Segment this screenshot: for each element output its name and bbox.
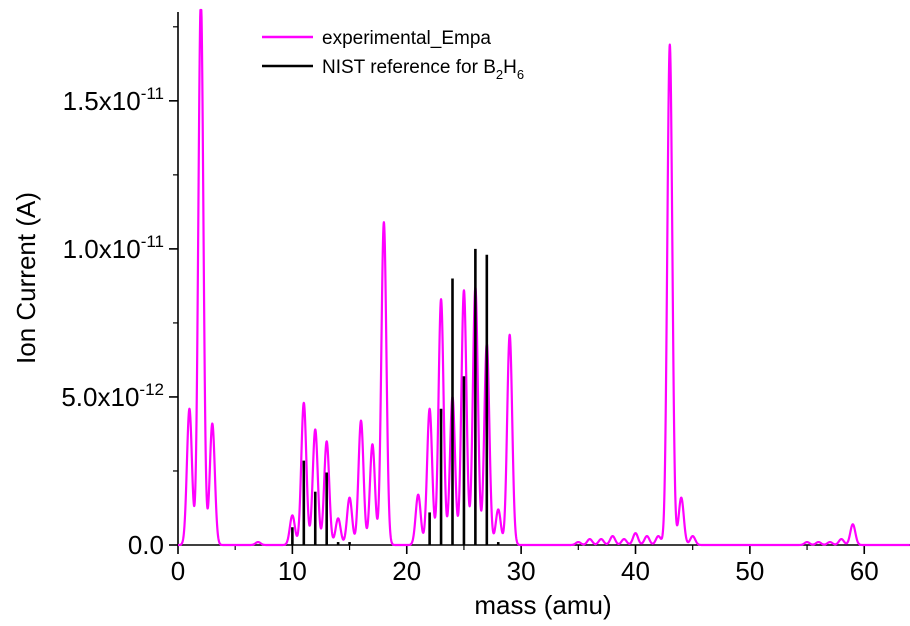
y-tick-label: 1.5x10-11 (63, 84, 164, 116)
x-tick-label: 50 (735, 556, 764, 586)
x-tick-label: 0 (171, 556, 185, 586)
legend-label-nist-sub1: 2 (496, 67, 503, 82)
y-tick-label: 1.0x10-11 (63, 232, 164, 264)
legend: experimental_Empa NIST reference for B2H… (262, 28, 524, 82)
legend-label-nist-main: NIST reference for B (322, 57, 496, 78)
plot-area (177, 8, 910, 547)
x-tick-label: 40 (621, 556, 650, 586)
legend-label-nist-sub2: 6 (517, 67, 524, 82)
series-line-experimental (177, 8, 910, 547)
legend-label-nist: NIST reference for B2H6 (322, 57, 524, 82)
y-tick-label: 0.0 (128, 530, 164, 560)
x-ticks: 0 10 20 30 40 50 60 (171, 545, 879, 586)
y-ticks: 0.0 5.0x10-12 1.0x10-11 1.5x10-11 (61, 26, 178, 560)
y-axis-title: Ion Current (A) (11, 192, 41, 364)
y-tick-label: 5.0x10-12 (61, 380, 164, 412)
x-tick-label: 60 (850, 556, 879, 586)
legend-label-nist-mid: H (503, 57, 517, 78)
x-tick-label: 30 (507, 556, 536, 586)
x-tick-label: 10 (278, 556, 307, 586)
x-axis-title: mass (amu) (474, 590, 611, 620)
legend-label-experimental: experimental_Empa (322, 28, 491, 49)
x-tick-label: 20 (392, 556, 421, 586)
